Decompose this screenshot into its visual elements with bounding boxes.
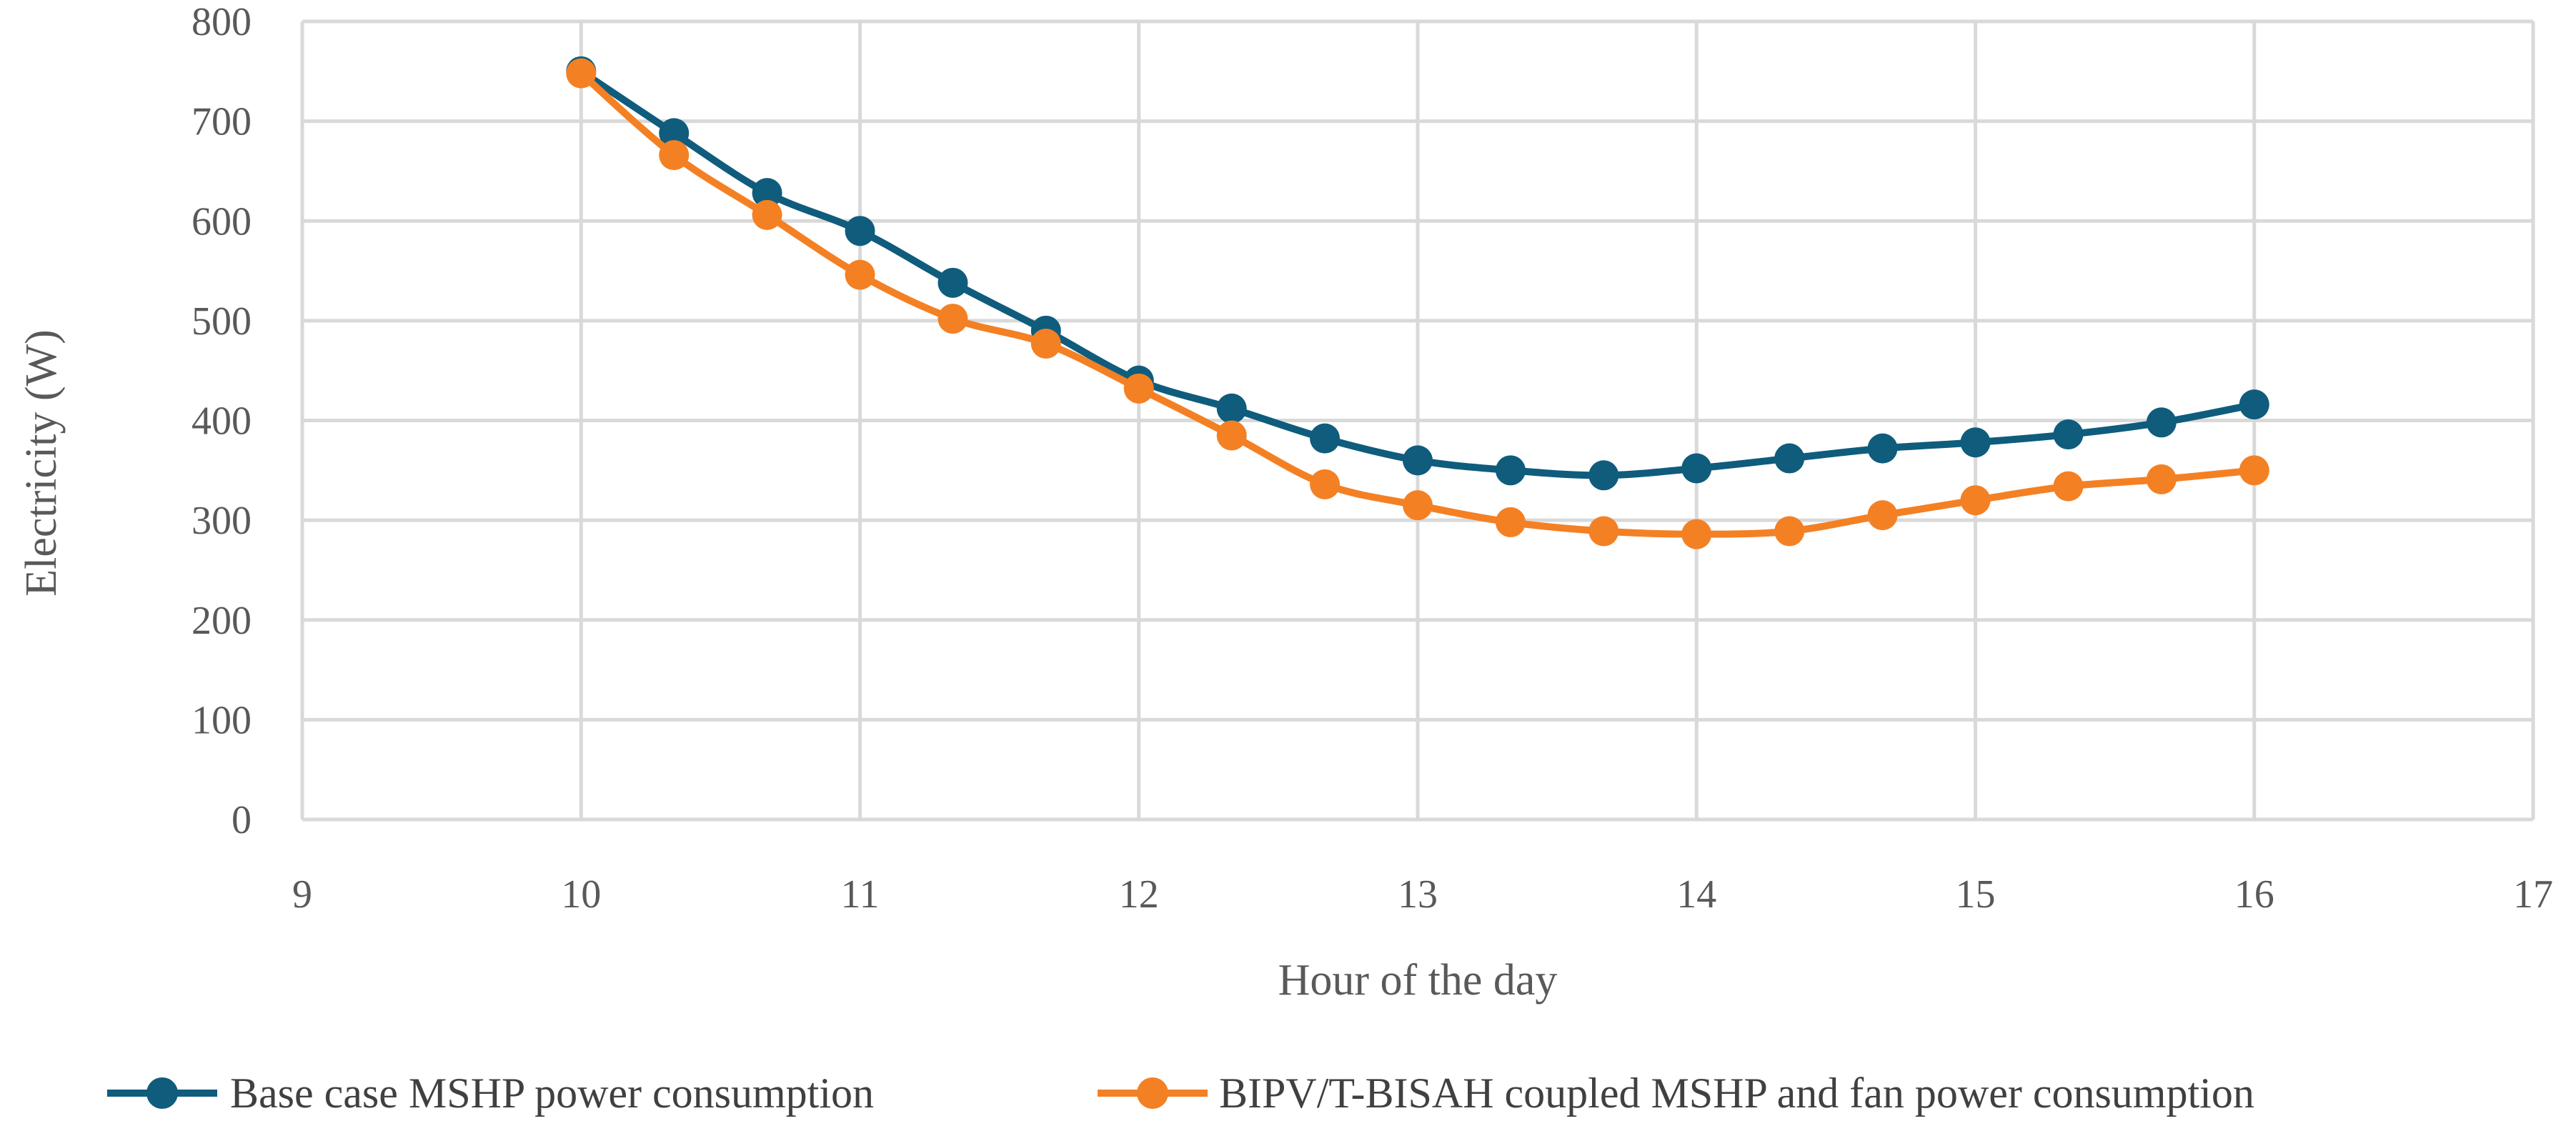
- series-0: [566, 56, 2269, 491]
- y-tick-label: 400: [192, 399, 252, 444]
- data-point[interactable]: [845, 216, 875, 246]
- x-tick-label: 13: [1398, 872, 1438, 917]
- plot-area: [300, 19, 2535, 822]
- data-point[interactable]: [938, 304, 968, 334]
- y-tick-labels: 0 100 200 300 400 500 600 700 800: [192, 0, 252, 842]
- legend-label: BIPV/T-BISAH coupled MSHP and fan power …: [1219, 1070, 2254, 1117]
- x-tick-label: 10: [561, 872, 601, 917]
- data-point[interactable]: [1216, 393, 1247, 424]
- x-tick-label: 9: [292, 872, 312, 917]
- data-point[interactable]: [938, 267, 968, 298]
- data-point[interactable]: [1310, 423, 1341, 454]
- data-point[interactable]: [1774, 443, 1805, 474]
- legend-label: Base case MSHP power consumption: [230, 1070, 874, 1117]
- data-point[interactable]: [1216, 420, 1247, 451]
- data-point[interactable]: [1681, 519, 1712, 549]
- data-point[interactable]: [1681, 453, 1712, 484]
- legend-item-bipvt-bisah[interactable]: BIPV/T-BISAH coupled MSHP and fan power …: [1098, 1070, 2254, 1117]
- y-tick-label: 0: [232, 798, 252, 842]
- data-point[interactable]: [1960, 427, 1991, 458]
- legend-swatch-marker: [146, 1077, 178, 1109]
- x-tick-label: 14: [1676, 872, 1716, 917]
- x-axis-title: Hour of the day: [1278, 956, 1558, 1005]
- y-axis-title: Electricity (W): [17, 329, 66, 597]
- data-point[interactable]: [1495, 507, 1526, 537]
- data-point[interactable]: [659, 118, 690, 149]
- data-point[interactable]: [752, 199, 782, 230]
- data-point[interactable]: [845, 259, 875, 290]
- data-point[interactable]: [1403, 490, 1433, 521]
- y-tick-label: 800: [192, 0, 252, 44]
- x-tick-label: 17: [2513, 872, 2553, 917]
- y-tick-label: 500: [192, 299, 252, 344]
- data-point[interactable]: [1867, 433, 1898, 464]
- data-point[interactable]: [659, 140, 690, 171]
- data-point[interactable]: [2146, 407, 2177, 438]
- data-point[interactable]: [1310, 469, 1341, 499]
- y-tick-label: 200: [192, 599, 252, 643]
- data-point[interactable]: [1495, 455, 1526, 486]
- y-tick-label: 700: [192, 100, 252, 144]
- series-1: [566, 58, 2269, 549]
- legend: Base case MSHP power consumption BIPV/T-…: [107, 1070, 2254, 1117]
- x-tick-label: 16: [2234, 872, 2274, 917]
- x-tick-label: 15: [1956, 872, 1996, 917]
- y-tick-label: 300: [192, 499, 252, 543]
- data-point[interactable]: [1867, 500, 1898, 531]
- data-point[interactable]: [2053, 471, 2084, 502]
- x-tick-labels: 9 10 11 12 13 14 15 16 17: [292, 872, 2553, 917]
- data-point[interactable]: [1774, 516, 1805, 547]
- data-point[interactable]: [2239, 455, 2269, 486]
- data-point[interactable]: [752, 178, 782, 209]
- data-point[interactable]: [2146, 464, 2177, 494]
- data-point[interactable]: [1960, 485, 1991, 516]
- data-point[interactable]: [1588, 460, 1619, 491]
- data-point[interactable]: [1588, 516, 1619, 547]
- data-point[interactable]: [1030, 328, 1061, 359]
- data-point[interactable]: [1403, 445, 1433, 476]
- legend-item-base-case[interactable]: Base case MSHP power consumption: [107, 1070, 874, 1117]
- x-tick-label: 11: [841, 872, 880, 917]
- y-tick-label: 600: [192, 199, 252, 244]
- data-point[interactable]: [2239, 389, 2269, 420]
- data-point[interactable]: [566, 58, 597, 89]
- series-layer: [566, 56, 2269, 549]
- y-tick-label: 100: [192, 698, 252, 742]
- data-point[interactable]: [1123, 373, 1154, 404]
- legend-swatch-marker: [1137, 1077, 1168, 1109]
- data-point[interactable]: [2053, 419, 2084, 450]
- x-tick-label: 12: [1119, 872, 1159, 917]
